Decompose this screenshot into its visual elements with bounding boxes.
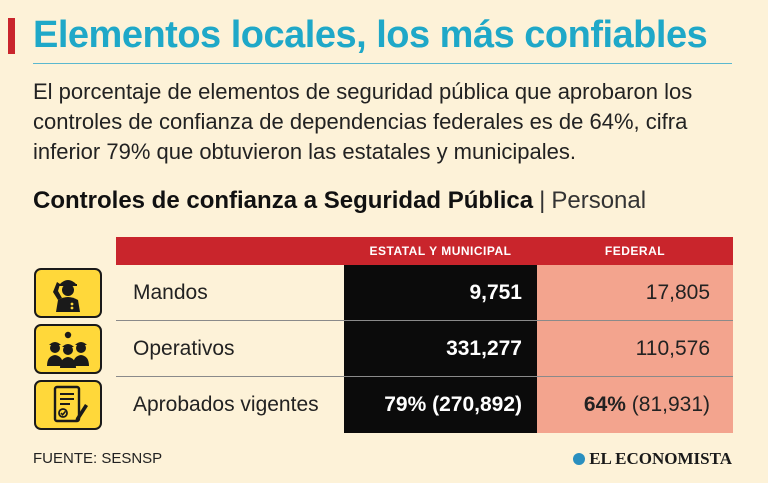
row-divider xyxy=(116,376,733,377)
heading-separator: | xyxy=(539,187,546,214)
title-divider xyxy=(33,63,732,64)
state-approved-count: (270,892) xyxy=(432,393,522,416)
source-note: FUENTE: SESNSP xyxy=(33,450,163,467)
page-title: Elementos locales, los más confiables xyxy=(33,14,708,56)
brand-globe-icon xyxy=(573,453,586,465)
federal-value-operativos: 110,576 xyxy=(635,337,710,360)
state-value-mandos: 9,751 xyxy=(469,281,522,304)
row-label-operativos: Operativos xyxy=(133,337,235,360)
federal-value-aprobados: 64% (81,931) xyxy=(537,377,710,433)
column-header-state: ESTATAL Y MUNICIPAL xyxy=(369,244,512,258)
approved-document-icon xyxy=(34,380,102,430)
state-value-aprobados: 79% (270,892) xyxy=(344,377,522,433)
state-approved-percent: 79% xyxy=(384,393,427,416)
subtitle: El porcentaje de elementos de seguridad … xyxy=(33,79,693,164)
federal-approved-percent: 64% xyxy=(583,393,626,416)
row-label-aprobados: Aprobados vigentes xyxy=(133,393,319,416)
row-divider xyxy=(116,320,733,321)
row-label-mandos: Mandos xyxy=(133,281,208,304)
saluting-officer-icon xyxy=(34,268,102,318)
federal-approved-count: (81,931) xyxy=(631,393,710,416)
title-accent-bar xyxy=(8,18,15,54)
federal-column-background xyxy=(537,265,733,433)
brand-name: EL ECONOMISTA xyxy=(589,449,732,468)
state-column-background xyxy=(344,265,537,433)
chart-title: Controles de confianza a Seguridad Públi… xyxy=(33,187,534,214)
chart-unit: Personal xyxy=(551,187,647,214)
column-header-federal: FEDERAL xyxy=(604,244,666,258)
federal-value-mandos: 17,805 xyxy=(645,281,710,304)
table-header xyxy=(116,237,733,265)
brand-logo: EL ECONOMISTA xyxy=(573,449,732,469)
chart-heading: Controles de confianza a Seguridad Públi… xyxy=(33,187,646,215)
police-officers-icon xyxy=(34,324,102,374)
state-value-operativos: 331,277 xyxy=(446,337,522,360)
